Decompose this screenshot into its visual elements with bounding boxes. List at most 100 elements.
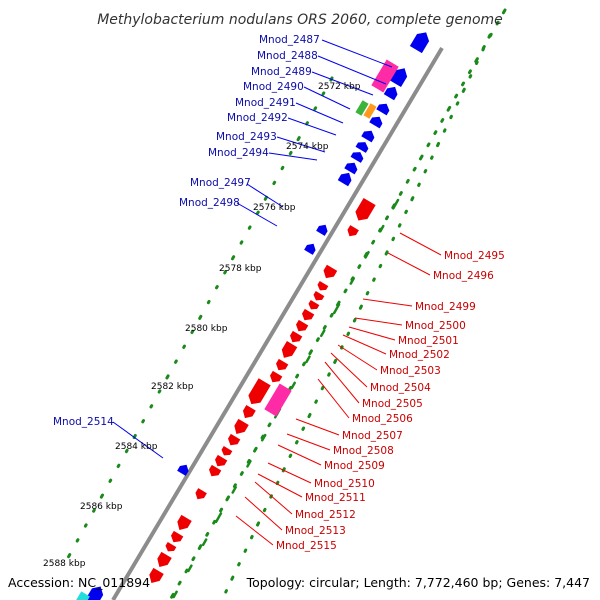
gc-dot xyxy=(275,480,280,486)
gc-dot xyxy=(426,142,431,148)
forward-gene-labels: Mnod_2487 Mnod_2488 Mnod_2489 Mnod_2490 … xyxy=(53,34,320,428)
leader-line xyxy=(311,71,374,96)
gene-label[interactable]: Mnod_2505 xyxy=(362,398,423,410)
gene-label[interactable]: Mnod_2501 xyxy=(398,335,459,347)
gene-label[interactable]: Mnod_2500 xyxy=(405,320,466,332)
gene-label[interactable]: Mnod_2496 xyxy=(433,270,494,282)
leader-line xyxy=(276,136,326,153)
gc-dot xyxy=(384,215,389,221)
gc-dot xyxy=(239,240,244,245)
gene-label[interactable]: Mnod_2506 xyxy=(352,413,413,425)
gene-label[interactable]: Mnod_2510 xyxy=(314,478,375,490)
genome-backbone xyxy=(111,46,444,600)
leader-line xyxy=(317,378,350,419)
gc-dot xyxy=(357,264,362,269)
forward-gene xyxy=(369,116,383,129)
reverse-gene xyxy=(209,464,222,477)
gene-label[interactable]: Mnod_2507 xyxy=(342,430,403,442)
forward-gene xyxy=(177,464,189,476)
tick-label: 2584 kbp xyxy=(115,442,158,452)
gc-dot xyxy=(301,426,306,431)
gene-label[interactable]: Mnod_2491 xyxy=(235,97,296,109)
gene-label[interactable]: Mnod_2499 xyxy=(415,301,476,313)
forward-gene xyxy=(344,162,358,175)
gc-dot xyxy=(398,191,403,196)
leader-line xyxy=(246,183,284,208)
gene-label[interactable]: Mnod_2509 xyxy=(324,460,385,472)
gene-label[interactable]: Mnod_2503 xyxy=(380,365,441,377)
leader-line xyxy=(387,252,431,276)
forward-gene xyxy=(316,224,328,236)
gene-label[interactable]: Mnod_2497 xyxy=(190,177,251,189)
reverse-gene xyxy=(228,433,241,446)
gene-label[interactable]: Mnod_2508 xyxy=(333,445,394,457)
gc-dot xyxy=(280,165,285,171)
gc-dot xyxy=(352,318,357,323)
gc-dot xyxy=(308,349,313,356)
reverse-gene xyxy=(308,300,320,310)
gc-dot xyxy=(321,91,326,96)
gc-dot xyxy=(322,325,327,330)
leader-line xyxy=(277,444,322,466)
leader-line xyxy=(257,473,303,498)
gc-dot xyxy=(417,182,421,187)
tick-label: 2574 kbp xyxy=(286,142,329,152)
gene-label[interactable]: Mnod_2498 xyxy=(179,197,240,209)
gene-label[interactable]: Mnod_2515 xyxy=(276,540,337,552)
gc-dot xyxy=(232,483,237,489)
leader-line xyxy=(324,361,360,404)
gc-dot xyxy=(141,419,145,424)
gc-dot xyxy=(295,373,300,379)
gc-dot xyxy=(225,495,230,502)
gc-dot xyxy=(315,337,320,342)
leader-line xyxy=(112,421,164,459)
leader-line xyxy=(342,334,387,355)
misc-feature xyxy=(363,103,377,119)
gc-dot xyxy=(442,128,447,133)
leader-line xyxy=(399,232,442,256)
misc-feature xyxy=(355,100,369,116)
gc-dot xyxy=(461,81,466,87)
gene-label[interactable]: Mnod_2494 xyxy=(208,147,269,159)
gene-label[interactable]: Mnod_2495 xyxy=(444,250,505,262)
gc-dot xyxy=(397,223,402,228)
kbp-ticks: 2572 kbp 2574 kbp 2576 kbp 2578 kbp 2580… xyxy=(43,82,361,569)
gc-dot xyxy=(305,121,309,126)
gc-dot xyxy=(449,114,453,120)
gc-dot xyxy=(288,453,293,458)
gc-dash xyxy=(172,590,178,599)
gc-dot xyxy=(288,150,293,156)
gc-dot xyxy=(230,575,235,581)
gc-dot xyxy=(467,69,472,75)
gene-label[interactable]: Mnod_2502 xyxy=(389,349,450,361)
reverse-gene xyxy=(165,542,177,552)
tick-label: 2582 kbp xyxy=(151,382,194,392)
gene-label[interactable]: Mnod_2504 xyxy=(370,382,431,394)
gc-dot xyxy=(446,105,452,112)
gene-label[interactable]: Mnod_2493 xyxy=(216,131,277,143)
gene-label[interactable]: Mnod_2492 xyxy=(227,112,288,124)
gc-dot xyxy=(108,478,113,483)
gene-label[interactable]: Mnod_2514 xyxy=(53,416,114,428)
gc-dot xyxy=(371,239,376,245)
gc-dash xyxy=(332,303,341,315)
gene-label[interactable]: Mnod_2489 xyxy=(251,66,312,78)
gene-label[interactable]: Mnod_2490 xyxy=(243,81,304,93)
gene-label[interactable]: Mnod_2512 xyxy=(295,509,356,521)
leader-line xyxy=(337,344,378,371)
gc-dot xyxy=(327,372,331,377)
gc-dot xyxy=(197,544,203,550)
gene-label[interactable]: Mnod_2488 xyxy=(257,50,318,62)
topology-text: Topology: circular; Length: 7,772,460 bp… xyxy=(246,575,590,590)
gene-label[interactable]: Mnod_2513 xyxy=(285,525,346,537)
forward-gene xyxy=(376,103,390,116)
gene-label[interactable]: Mnod_2511 xyxy=(305,492,366,504)
gc-dot xyxy=(243,548,248,553)
reverse-gene xyxy=(323,264,338,279)
gc-dot xyxy=(149,404,154,409)
gc-dot xyxy=(75,538,80,543)
reverse-gene xyxy=(290,330,303,343)
gene-label[interactable]: Mnod_2487 xyxy=(259,34,320,46)
gc-dot xyxy=(262,507,267,513)
gc-dot xyxy=(177,580,182,586)
